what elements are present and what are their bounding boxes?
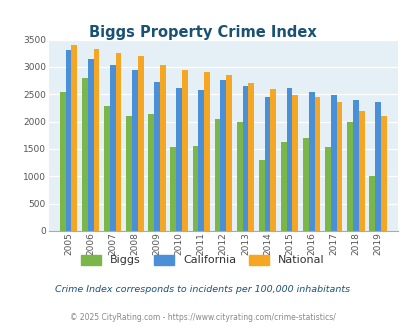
Bar <box>358 111 364 231</box>
Bar <box>148 114 154 231</box>
Bar <box>292 95 298 231</box>
Bar <box>170 147 176 231</box>
Bar <box>242 86 248 231</box>
Bar <box>236 122 242 231</box>
Bar <box>324 147 330 231</box>
Bar <box>308 91 314 231</box>
Bar <box>220 80 226 231</box>
Bar <box>248 83 254 231</box>
Bar <box>176 88 181 231</box>
Bar <box>154 82 160 231</box>
Bar <box>66 50 71 231</box>
Bar <box>264 97 270 231</box>
Bar <box>137 56 143 231</box>
Bar <box>132 70 137 231</box>
Bar <box>110 65 115 231</box>
Text: Crime Index corresponds to incidents per 100,000 inhabitants: Crime Index corresponds to incidents per… <box>55 285 350 294</box>
Bar <box>302 138 308 231</box>
Bar <box>181 70 187 231</box>
Bar <box>192 146 198 231</box>
Bar <box>258 160 264 231</box>
Bar <box>369 176 374 231</box>
Text: Biggs Property Crime Index: Biggs Property Crime Index <box>89 25 316 40</box>
Bar <box>104 106 110 231</box>
Bar <box>374 102 380 231</box>
Bar <box>60 92 66 231</box>
Legend: Biggs, California, National: Biggs, California, National <box>81 255 324 265</box>
Bar <box>346 122 352 231</box>
Bar <box>286 88 292 231</box>
Bar <box>330 95 336 231</box>
Bar <box>93 49 99 231</box>
Bar <box>270 89 275 231</box>
Bar <box>380 115 386 231</box>
Bar <box>336 102 341 231</box>
Bar <box>82 78 87 231</box>
Bar <box>126 116 132 231</box>
Bar <box>115 53 121 231</box>
Bar <box>226 75 231 231</box>
Text: © 2025 CityRating.com - https://www.cityrating.com/crime-statistics/: © 2025 CityRating.com - https://www.city… <box>70 313 335 322</box>
Bar <box>280 142 286 231</box>
Bar <box>160 65 165 231</box>
Bar <box>204 72 209 231</box>
Bar <box>314 97 320 231</box>
Bar <box>214 119 220 231</box>
Bar <box>71 45 77 231</box>
Bar <box>352 100 358 231</box>
Bar <box>198 90 204 231</box>
Bar <box>87 59 93 231</box>
